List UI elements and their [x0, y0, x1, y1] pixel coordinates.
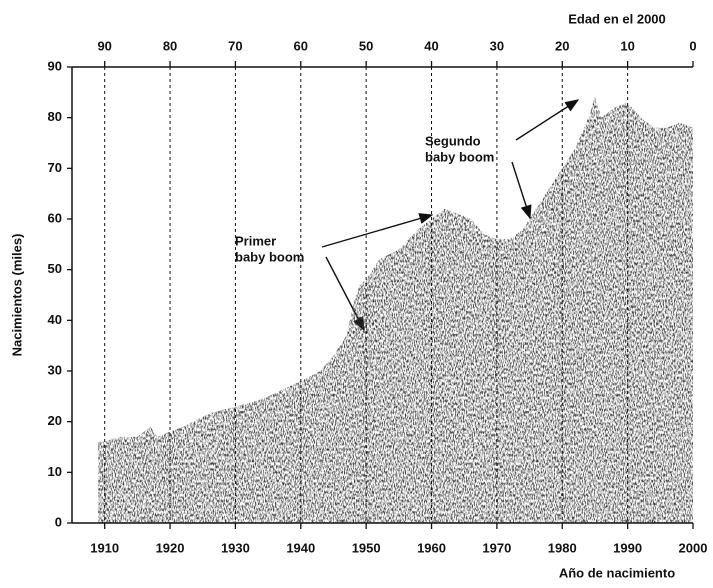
y-tick-label: 20	[48, 413, 62, 428]
x-tick-label: 1960	[417, 540, 446, 555]
top-tick-label: 30	[490, 38, 504, 53]
top-tick-label: 60	[294, 38, 308, 53]
y-tick-label: 30	[48, 362, 62, 377]
top-axis-label: Edad en el 2000	[568, 11, 666, 26]
x-tick-label: 1930	[221, 540, 250, 555]
top-tick-label: 40	[424, 38, 438, 53]
y-tick-label: 10	[48, 464, 62, 479]
y-tick-label: 80	[48, 109, 62, 124]
y-tick-label: 60	[48, 210, 62, 225]
x-tick-label: 2000	[679, 540, 708, 555]
x-tick-label: 1990	[613, 540, 642, 555]
y-axis-label: Nacimientos (miles)	[9, 234, 24, 357]
x-tick-label: 1970	[482, 540, 511, 555]
area	[98, 97, 694, 524]
x-tick-label: 1940	[286, 540, 315, 555]
top-tick-label: 50	[359, 38, 373, 53]
annotation: baby boom	[235, 249, 304, 264]
y-tick-label: 90	[48, 58, 62, 73]
x-tick-label: 1910	[90, 540, 119, 555]
x-tick-label: 1920	[156, 540, 185, 555]
y-tick-label: 0	[55, 514, 62, 529]
x-axis-label: Año de nacimiento	[559, 565, 675, 580]
x-tick-label: 1950	[352, 540, 381, 555]
y-tick-label: 50	[48, 261, 62, 276]
y-tick-label: 40	[48, 312, 62, 327]
top-tick-label: 80	[163, 38, 177, 53]
top-tick-label: 10	[620, 38, 634, 53]
top-tick-label: 20	[555, 38, 569, 53]
x-tick-label: 1980	[548, 540, 577, 555]
annotation: Segundo	[425, 133, 481, 148]
annotation: baby boom	[425, 149, 494, 164]
annotation: Primer	[235, 233, 276, 248]
top-tick-label: 0	[689, 38, 696, 53]
y-tick-label: 70	[48, 160, 62, 175]
top-tick-label: 90	[97, 38, 111, 53]
top-tick-label: 70	[228, 38, 242, 53]
